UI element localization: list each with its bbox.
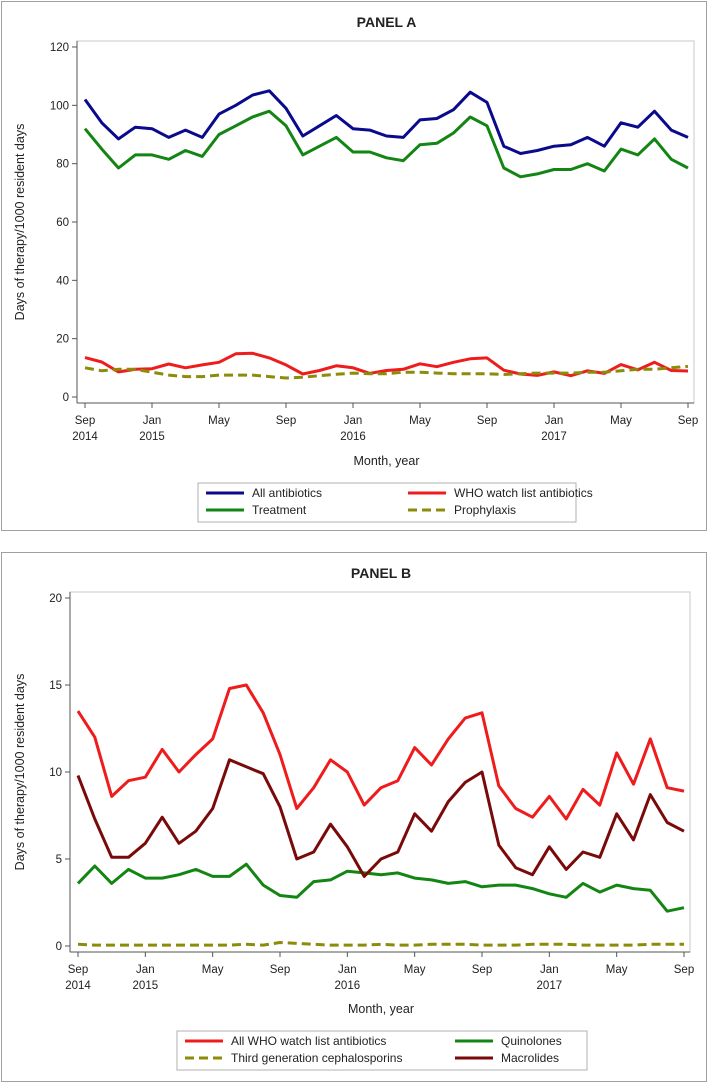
panel-a-x-tick-month: Sep bbox=[276, 415, 296, 427]
panel-b-y-tick-label: 0 bbox=[56, 941, 62, 953]
panel-a-legend-label: WHO watch list antibiotics bbox=[454, 486, 593, 500]
panel-a-legend-box bbox=[197, 482, 577, 523]
panel-a-x-tick-year: 2015 bbox=[139, 431, 165, 443]
panel-a-series-line-prophylaxis bbox=[84, 364, 689, 380]
panel-a-series-line-who-watch-list-antibiotics bbox=[84, 351, 689, 378]
panel-b-legend-label: All WHO watch list antibiotics bbox=[231, 1034, 386, 1048]
panel-b-x-tick-month: Jan bbox=[338, 964, 357, 976]
panel-b-x-tick-month: Sep bbox=[472, 964, 492, 976]
panel-b-legend-label: Quinolones bbox=[501, 1034, 562, 1048]
panel-a-y-tick-label: 80 bbox=[56, 159, 69, 171]
panel-a-legend-label: All antibiotics bbox=[252, 486, 322, 500]
panel-b-y-tick-label: 10 bbox=[49, 767, 62, 779]
panel-b-x-tick-year: 2014 bbox=[65, 980, 91, 992]
panel-a-y-tick-label: 40 bbox=[56, 275, 69, 287]
panel-a-x-tick-month: Sep bbox=[477, 415, 497, 427]
panel-b-y-tick-label: 15 bbox=[49, 680, 62, 692]
panel-b-x-tick-month: Jan bbox=[540, 964, 559, 976]
panel-b-plot-frame bbox=[69, 591, 691, 953]
panel-b-series-line-third-generation-cephalosporins bbox=[77, 941, 684, 947]
panel-b-x-tick-month: Jan bbox=[136, 964, 155, 976]
panel-a-y-axis-label: Days of therapy/1000 resident days bbox=[13, 124, 27, 321]
panel-b-legend-label: Third generation cephalosporins bbox=[231, 1051, 402, 1065]
panel-b-x-tick-month: May bbox=[404, 964, 426, 976]
panel-a-x-tick-year: 2016 bbox=[340, 431, 366, 443]
panel-a-plot-frame bbox=[76, 40, 695, 404]
panel-a-y-tick-label: 100 bbox=[50, 100, 69, 112]
panel-b-series-line-quinolones bbox=[76, 862, 685, 913]
panel-a-title: PANEL A bbox=[357, 14, 417, 30]
panel-b-series-line-all-who-watch-list-antibiotics bbox=[76, 683, 685, 821]
panel-b-legend-box bbox=[176, 1030, 588, 1071]
panel-a-x-tick-month: May bbox=[208, 415, 230, 427]
panel-a-chart: PANEL A 0 20 40 60 80 100 120 Sep 2014 Jan 2015 May S… bbox=[1, 1, 707, 531]
panel-b-legend-label: Macrolides bbox=[501, 1051, 559, 1065]
panel-a-x-tick-year: 2014 bbox=[72, 431, 98, 443]
panel-b-chart: PANEL B 0 5 10 15 20 Sep 2014 Jan 2015 May Sep Jan 20… bbox=[1, 552, 707, 1082]
panel-a-legend-label: Treatment bbox=[252, 503, 307, 517]
panel-b-svg: PANEL B 0 5 10 15 20 Sep 2014 Jan 2015 May Sep Jan 20… bbox=[13, 565, 694, 1071]
panel-b-x-axis-label: Month, year bbox=[348, 1002, 414, 1016]
panel-b-y-tick-label: 20 bbox=[49, 593, 62, 605]
panel-a-x-tick-month: Jan bbox=[344, 415, 363, 427]
panel-b-x-tick-month: Sep bbox=[270, 964, 290, 976]
panel-b-x-tick-month: May bbox=[606, 964, 628, 976]
panel-a-y-tick-label: 60 bbox=[56, 217, 69, 229]
panel-a-series-line-all-antibiotics bbox=[83, 89, 689, 155]
panel-a-x-tick-month: May bbox=[610, 415, 632, 427]
panel-a-x-tick-month: Jan bbox=[545, 415, 564, 427]
panel-b-y-tick-label: 5 bbox=[56, 854, 62, 866]
panel-b-x-tick-year: 2015 bbox=[133, 980, 159, 992]
panel-a-series-line-treatment bbox=[83, 109, 689, 179]
panel-b-x-tick-month: May bbox=[202, 964, 224, 976]
panel-b-x-tick-year: 2017 bbox=[537, 980, 563, 992]
panel-a-svg: PANEL A 0 20 40 60 80 100 120 Sep 2014 Jan 2015 May S… bbox=[13, 14, 698, 523]
panel-a-x-tick-month: Sep bbox=[678, 415, 698, 427]
panel-b-x-tick-month: Sep bbox=[68, 964, 88, 976]
panel-a-x-axis-label: Month, year bbox=[353, 454, 419, 468]
panel-b-x-tick-month: Sep bbox=[674, 964, 694, 976]
panel-b-x-tick-year: 2016 bbox=[335, 980, 361, 992]
panel-a-x-tick-year: 2017 bbox=[541, 431, 567, 443]
panel-a-y-tick-label: 120 bbox=[50, 42, 69, 54]
panel-a-x-tick-month: May bbox=[409, 415, 431, 427]
panel-b-y-axis-label: Days of therapy/1000 resident days bbox=[13, 674, 27, 871]
panel-a-y-tick-label: 20 bbox=[56, 334, 69, 346]
panel-b-title: PANEL B bbox=[351, 565, 411, 581]
panel-a-x-tick-month: Sep bbox=[75, 415, 95, 427]
panel-a-legend-label: Prophylaxis bbox=[454, 503, 516, 517]
panel-a-x-tick-month: Jan bbox=[143, 415, 162, 427]
panel-b-series-line-macrolides bbox=[76, 758, 685, 878]
panel-a-y-tick-label: 0 bbox=[63, 392, 69, 404]
